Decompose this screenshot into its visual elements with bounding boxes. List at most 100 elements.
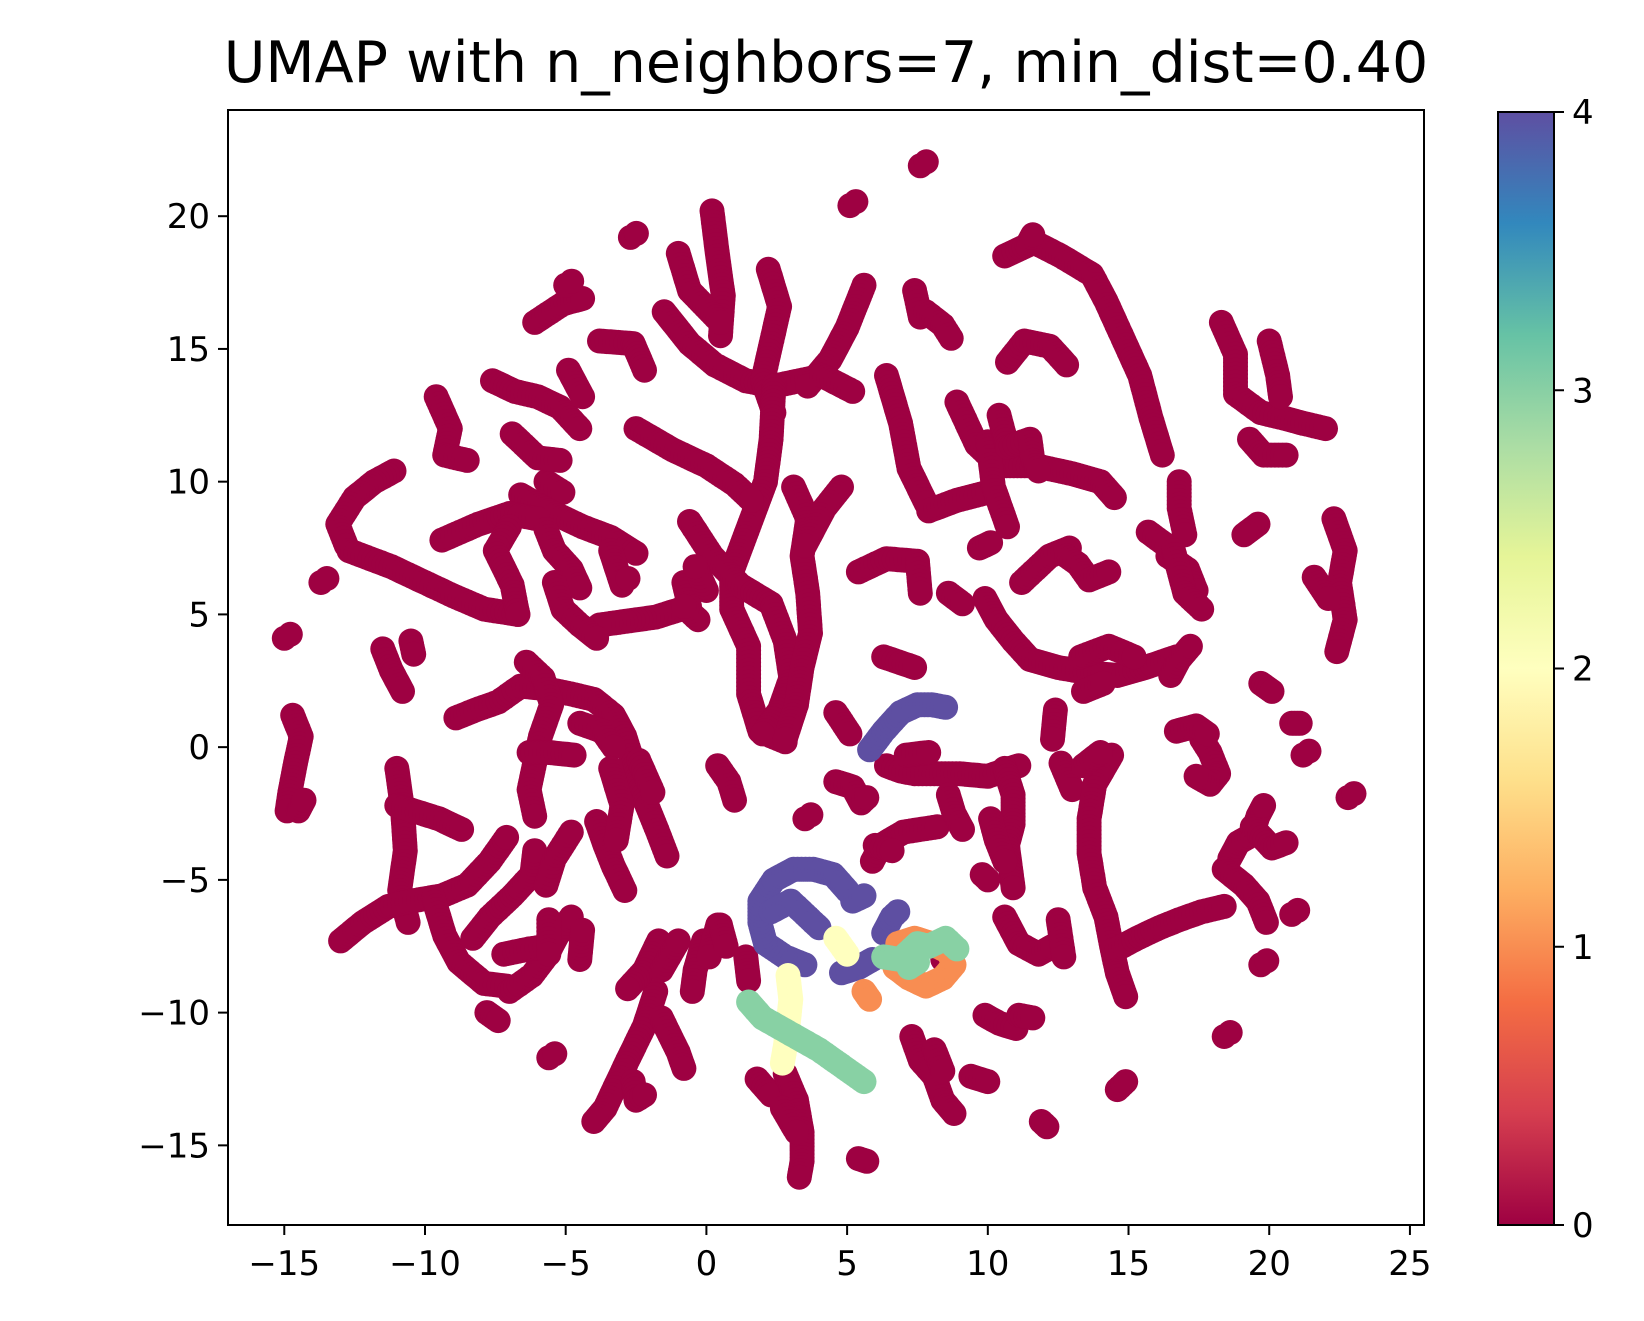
scatter-point: [390, 678, 415, 704]
scatter-point: [603, 827, 629, 853]
scatter-point: [930, 1058, 956, 1084]
x-tick-label: −5: [541, 1244, 591, 1284]
scatter-point: [913, 149, 939, 175]
scatter-point: [1287, 710, 1313, 736]
scatter-point: [885, 899, 911, 925]
scatter-point: [722, 787, 747, 813]
scatter-point: [834, 941, 860, 967]
scatter-point: [1087, 740, 1113, 765]
scatter-point: [615, 566, 641, 591]
scatter-point: [792, 532, 818, 558]
scatter-point: [1259, 678, 1285, 704]
scatter-point: [654, 843, 680, 869]
scatter-point: [1296, 738, 1322, 764]
scatter-point: [1054, 352, 1080, 378]
scatter-point: [1341, 781, 1367, 807]
scatter-point: [854, 785, 880, 811]
scatter-point: [845, 1146, 871, 1172]
scatter-point: [567, 416, 593, 442]
scatter-point: [924, 814, 950, 840]
scatter-point: [784, 1119, 809, 1145]
scatter-point: [769, 1050, 795, 1076]
scatter-point: [950, 816, 975, 842]
scatter-point: [837, 721, 863, 747]
series-3: [736, 925, 970, 1095]
y-tick-label: −10: [138, 994, 210, 1034]
scatter-point: [1096, 559, 1122, 585]
scatter-point: [1177, 633, 1203, 659]
scatter-point: [907, 580, 933, 606]
scatter-point: [1113, 1069, 1139, 1095]
y-tick-label: 5: [188, 595, 210, 635]
scatter-point: [750, 721, 776, 747]
scatter-point: [314, 566, 340, 591]
colorbar-ticks: 0 1 2 3 4: [1554, 93, 1594, 1246]
scatter-point: [950, 591, 975, 617]
scatter-point: [1194, 721, 1220, 747]
scatter-point: [567, 575, 593, 601]
plot-frame: [227, 109, 1425, 1226]
scatter-point: [559, 268, 585, 294]
scatter-point: [671, 593, 697, 619]
x-tick-label: 15: [1107, 1244, 1150, 1284]
scatter-point: [1217, 1020, 1243, 1045]
scatter-point: [550, 479, 576, 505]
scatter-point: [992, 848, 1018, 874]
scatter-point: [713, 933, 739, 959]
scatter-point: [879, 838, 905, 864]
scatter-point: [570, 384, 596, 410]
scatter-point: [851, 883, 877, 909]
scatter-point: [679, 978, 705, 1004]
scatter-point: [547, 447, 573, 473]
scatter-point: [905, 949, 930, 975]
colorbar-gradient: [1497, 111, 1555, 1226]
scatter-point: [561, 742, 587, 768]
scatter-point: [291, 787, 317, 813]
y-tick-label: −15: [138, 1126, 210, 1166]
scatter-point: [708, 309, 733, 335]
scatter-point: [995, 514, 1020, 540]
scatter-point: [449, 816, 475, 842]
x-tick-label: 25: [1388, 1244, 1431, 1284]
scatter-point: [941, 1101, 967, 1126]
scatter-point: [485, 1008, 511, 1034]
scatter-point: [494, 824, 520, 850]
scatter-point: [395, 909, 421, 935]
scatter-point: [944, 936, 970, 962]
scatter-point: [570, 917, 596, 943]
y-axis: −15 −10 −5 0 5 10 15 20: [138, 197, 228, 1166]
scatter-point: [665, 928, 691, 954]
scatter-point: [1313, 416, 1338, 442]
scatter-point: [640, 779, 666, 805]
x-tick-label: 5: [836, 1244, 858, 1284]
scatter-point: [1315, 586, 1341, 611]
scatter-point: [522, 838, 548, 864]
chart-title: UMAP with n_neighbors=7, min_dist=0.40: [224, 30, 1429, 96]
scatter-point: [1149, 442, 1175, 468]
scatter-point: [1189, 596, 1215, 622]
scatter-point: [1040, 726, 1065, 752]
scatter-point: [1000, 875, 1026, 901]
scatter-point: [840, 378, 866, 404]
scatter-point: [1324, 639, 1350, 665]
scatter-point: [933, 694, 959, 720]
scatter-point: [1211, 893, 1237, 919]
scatter-point: [584, 625, 610, 651]
scatter-point: [1251, 793, 1277, 818]
scatter-point: [632, 357, 657, 383]
scatter-point: [1020, 1005, 1046, 1031]
scatter-point: [277, 621, 303, 647]
scatter-point: [615, 976, 641, 1002]
colorbar-tick-label: 1: [1572, 928, 1594, 968]
scatter-point: [851, 1069, 877, 1095]
series-4: [747, 692, 959, 986]
x-tick-label: 20: [1248, 1244, 1291, 1284]
scatter-point: [671, 1055, 697, 1081]
scatter-point: [1121, 644, 1147, 670]
colorbar-tick-label: 4: [1572, 93, 1594, 133]
scatter-point: [786, 1164, 812, 1190]
scatter-point: [843, 189, 869, 215]
scatter-point: [978, 530, 1004, 556]
y-tick-label: −5: [160, 861, 210, 901]
x-tick-label: −15: [248, 1244, 320, 1284]
